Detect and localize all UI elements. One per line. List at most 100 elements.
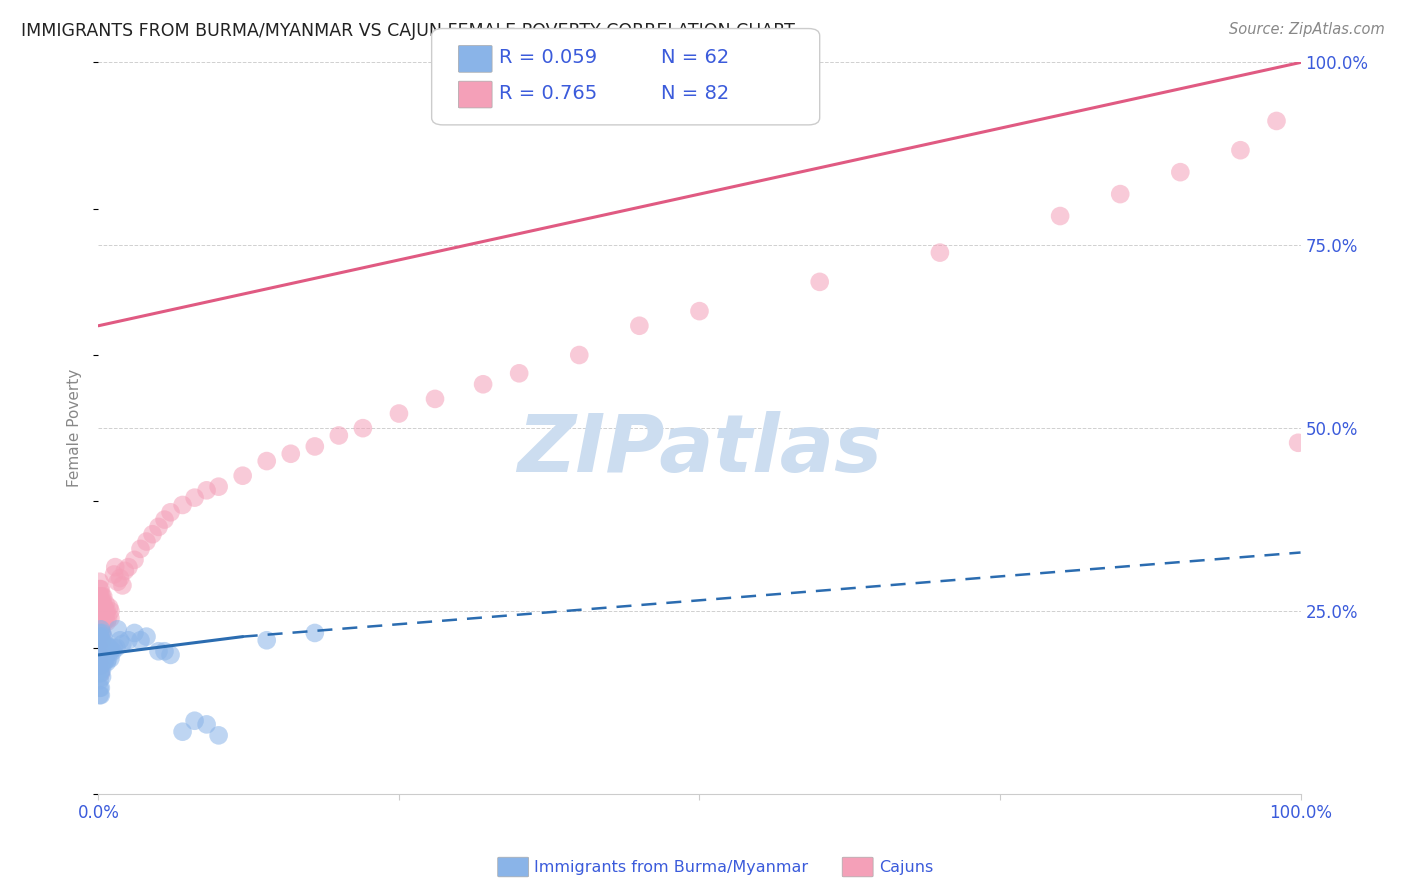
Point — [89, 590, 111, 604]
Point — [91, 644, 114, 658]
Point — [1109, 187, 1132, 202]
Point — [256, 633, 278, 648]
Point — [89, 658, 111, 673]
Point — [91, 611, 114, 625]
Point — [91, 604, 114, 618]
Point — [91, 590, 114, 604]
Point — [93, 648, 115, 662]
Point — [90, 666, 112, 681]
Point — [91, 630, 114, 644]
Point — [183, 491, 205, 505]
Point — [90, 597, 112, 611]
Point — [423, 392, 446, 406]
Point — [89, 648, 111, 662]
Point — [89, 673, 111, 688]
Point — [96, 644, 118, 658]
Point — [91, 590, 114, 604]
Text: IMMIGRANTS FROM BURMA/MYANMAR VS CAJUN FEMALE POVERTY CORRELATION CHART: IMMIGRANTS FROM BURMA/MYANMAR VS CAJUN F… — [21, 22, 794, 40]
Point — [93, 600, 115, 615]
Point — [280, 447, 302, 461]
Point — [103, 640, 125, 655]
Point — [135, 534, 157, 549]
Point — [91, 663, 114, 677]
Point — [1286, 435, 1309, 450]
Point — [90, 582, 112, 596]
Point — [90, 637, 112, 651]
Point — [91, 648, 114, 662]
Point — [89, 600, 111, 615]
Point — [89, 582, 111, 596]
Point — [90, 688, 112, 702]
Point — [90, 590, 112, 604]
Point — [89, 626, 111, 640]
Y-axis label: Female Poverty: Female Poverty — [67, 369, 83, 487]
Point — [89, 574, 111, 589]
Point — [91, 655, 114, 669]
Point — [94, 651, 117, 665]
Point — [91, 626, 114, 640]
Point — [232, 468, 254, 483]
Point — [195, 483, 218, 498]
Point — [195, 717, 218, 731]
Point — [90, 681, 112, 695]
Point — [111, 578, 134, 592]
Point — [93, 607, 115, 622]
Text: Immigrants from Burma/Myanmar: Immigrants from Burma/Myanmar — [534, 860, 808, 874]
Point — [89, 666, 111, 681]
Point — [90, 651, 112, 665]
Point — [100, 651, 122, 665]
Point — [108, 633, 131, 648]
Text: ZIPatlas: ZIPatlas — [517, 411, 882, 489]
Point — [89, 640, 111, 655]
Point — [93, 655, 115, 669]
Point — [107, 574, 129, 589]
Point — [129, 541, 152, 556]
Point — [91, 651, 114, 665]
Point — [183, 714, 205, 728]
Point — [91, 611, 114, 625]
Point — [117, 633, 139, 648]
Point — [90, 630, 112, 644]
Point — [93, 615, 115, 629]
Point — [89, 626, 111, 640]
Point — [91, 633, 114, 648]
Point — [89, 611, 111, 625]
Point — [108, 571, 131, 585]
Point — [90, 658, 112, 673]
Point — [153, 644, 176, 658]
Point — [1049, 209, 1071, 223]
Point — [808, 275, 831, 289]
Point — [153, 512, 176, 526]
Point — [172, 724, 194, 739]
Point — [93, 640, 115, 655]
Point — [124, 626, 146, 640]
Point — [124, 553, 146, 567]
Point — [89, 640, 111, 655]
Point — [1170, 165, 1192, 179]
Point — [148, 520, 170, 534]
Point — [104, 560, 127, 574]
Point — [98, 640, 121, 655]
Point — [628, 318, 651, 333]
Point — [90, 623, 112, 637]
Point — [100, 644, 122, 658]
Text: Cajuns: Cajuns — [879, 860, 934, 874]
Point — [114, 564, 136, 578]
Point — [98, 600, 121, 615]
Point — [91, 640, 114, 655]
Point — [135, 630, 157, 644]
Point — [91, 597, 114, 611]
Point — [94, 604, 117, 618]
Point — [90, 607, 112, 622]
Point — [97, 651, 120, 665]
Point — [90, 658, 112, 673]
Point — [91, 618, 114, 632]
Text: R = 0.059: R = 0.059 — [499, 48, 598, 68]
Point — [89, 658, 111, 673]
Point — [96, 604, 118, 618]
Point — [90, 651, 112, 665]
Point — [94, 611, 117, 625]
Point — [91, 597, 114, 611]
Point — [94, 644, 117, 658]
Point — [89, 651, 111, 665]
